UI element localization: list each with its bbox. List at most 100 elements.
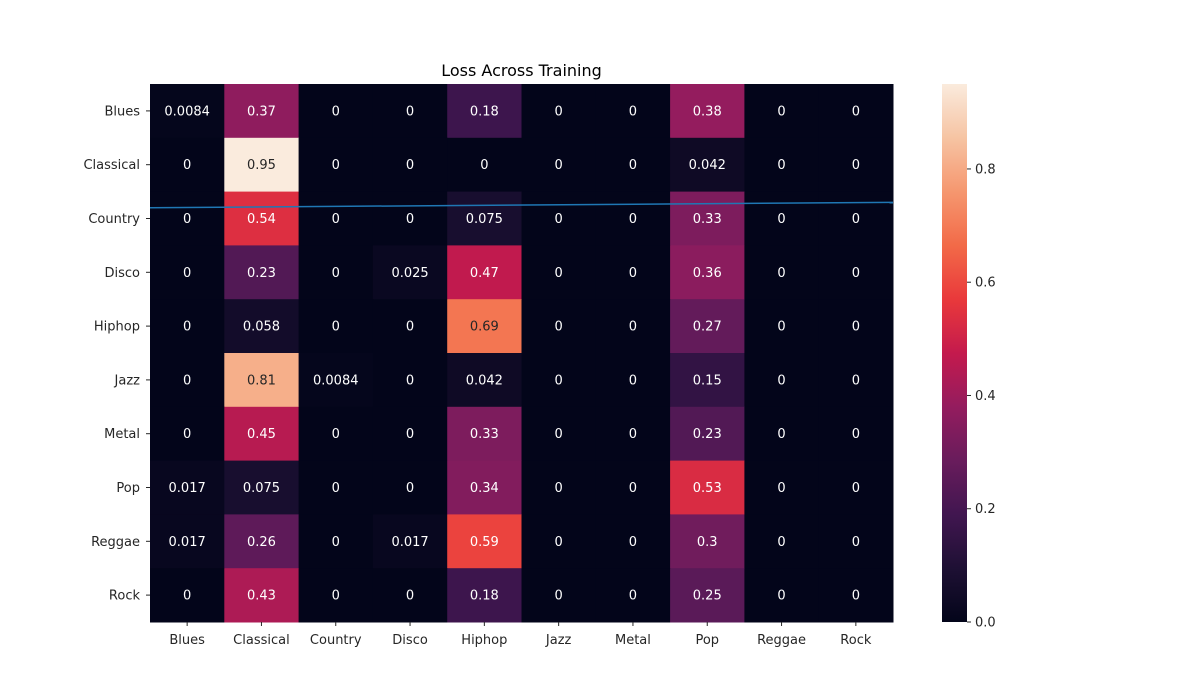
heatmap-cell-jazz-disco bbox=[372, 353, 448, 408]
heatmap-cell-classical-pop bbox=[670, 137, 745, 193]
colorbar: 0.0 0.2 0.4 0.6 0.8 bbox=[942, 84, 996, 631]
colorbar-tick-label: 0.8 bbox=[975, 162, 996, 177]
heatmap-cell-hiphop-blues bbox=[150, 299, 225, 354]
heatmap-cell-country-jazz bbox=[521, 191, 597, 246]
cell-value-label: 0.0084 bbox=[164, 104, 210, 119]
cell-value-label: 0 bbox=[332, 266, 340, 281]
x-axis-ticks: Blues Classical Country Disco Hiphop Jazz Meta… bbox=[169, 622, 872, 648]
heatmap-cell-rock-jazz bbox=[521, 568, 597, 623]
heatmap-cell-disco-classical bbox=[224, 245, 300, 300]
x-tick-label-pop: Pop bbox=[695, 633, 719, 648]
cell-value-label: 0.36 bbox=[693, 266, 722, 281]
cell-value-label: 0 bbox=[406, 320, 414, 335]
cell-value-label: 0 bbox=[629, 266, 637, 281]
heatmap-cell-hiphop-metal bbox=[595, 299, 671, 354]
cell-value-label: 0 bbox=[629, 104, 637, 119]
cell-value-label: 0.017 bbox=[391, 535, 428, 550]
cell-value-label: 0.25 bbox=[693, 589, 722, 604]
heatmap-cell-disco-hiphop bbox=[447, 245, 522, 300]
cell-value-label: 0 bbox=[629, 212, 637, 227]
cell-value-label: 0 bbox=[555, 320, 563, 335]
cell-value-label: 0 bbox=[332, 212, 340, 227]
x-tick-label-rock: Rock bbox=[840, 633, 872, 648]
heatmap-cell-classical-jazz bbox=[521, 137, 597, 193]
cell-value-label: 0.45 bbox=[247, 427, 276, 442]
cell-value-label: 0.47 bbox=[470, 266, 499, 281]
cell-value-label: 0.025 bbox=[391, 266, 428, 281]
heatmap-cell-disco-reggae bbox=[744, 245, 820, 300]
cell-value-label: 0.27 bbox=[693, 320, 722, 335]
heatmap-cell-pop-country bbox=[298, 460, 374, 515]
cell-value-label: 0 bbox=[332, 104, 340, 119]
y-tick-label-pop: Pop bbox=[116, 481, 140, 496]
heatmap-cell-pop-rock bbox=[818, 460, 894, 515]
x-tick-label-reggae: Reggae bbox=[757, 633, 806, 648]
heatmap-cell-metal-reggae bbox=[744, 406, 820, 462]
heatmap-cell-reggae-rock bbox=[818, 514, 894, 569]
heatmap-cell-metal-blues bbox=[150, 406, 225, 462]
heatmap-cell-country-classical bbox=[224, 191, 300, 246]
heatmap-cell-jazz-jazz bbox=[521, 353, 597, 408]
x-tick-label-classical: Classical bbox=[233, 633, 290, 648]
cell-value-label: 0.18 bbox=[470, 104, 499, 119]
cell-value-label: 0 bbox=[332, 320, 340, 335]
heatmap-cell-pop-blues bbox=[150, 460, 225, 515]
heatmap-cell-blues-hiphop bbox=[447, 84, 522, 139]
cell-value-label: 0.18 bbox=[470, 589, 499, 604]
heatmap-cell-country-metal bbox=[595, 191, 671, 246]
heatmap-cell-jazz-metal bbox=[595, 353, 671, 408]
heatmap-cell-hiphop-rock bbox=[818, 299, 894, 354]
cell-value-label: 0 bbox=[555, 158, 563, 173]
cell-value-label: 0 bbox=[332, 427, 340, 442]
heatmap-cell-reggae-reggae bbox=[744, 514, 820, 569]
cell-value-label: 0 bbox=[555, 212, 563, 227]
cell-value-label: 0 bbox=[183, 158, 191, 173]
heatmap-cell-metal-rock bbox=[818, 406, 894, 462]
cell-value-label: 0.058 bbox=[243, 320, 280, 335]
cell-value-label: 0 bbox=[852, 104, 860, 119]
cell-value-label: 0 bbox=[852, 212, 860, 227]
cell-value-label: 0 bbox=[183, 320, 191, 335]
cell-value-label: 0.017 bbox=[169, 535, 206, 550]
heatmap-cell-hiphop-hiphop bbox=[447, 299, 522, 354]
heatmap-cell-hiphop-country bbox=[298, 299, 374, 354]
heatmap-cell-hiphop-pop bbox=[670, 299, 745, 354]
heatmap-cell-country-rock bbox=[818, 191, 894, 246]
heatmap-cell-pop-hiphop bbox=[447, 460, 522, 515]
overlay-line bbox=[149, 201, 894, 209]
cell-value-label: 0.69 bbox=[470, 320, 499, 335]
heatmap-cell-reggae-classical bbox=[224, 514, 300, 569]
cell-value-label: 0 bbox=[852, 427, 860, 442]
heatmap-cell-disco-jazz bbox=[521, 245, 597, 300]
heatmap-cell-rock-pop bbox=[670, 568, 745, 623]
heatmap-cell-disco-blues bbox=[150, 245, 225, 300]
cell-value-label: 0.075 bbox=[466, 212, 503, 227]
heatmap-cell-blues-country bbox=[298, 84, 374, 139]
cell-value-label: 0 bbox=[777, 266, 785, 281]
heatmap-cell-rock-disco bbox=[372, 568, 448, 623]
cell-value-label: 0.23 bbox=[247, 266, 276, 281]
heatmap-cell-jazz-blues bbox=[150, 353, 225, 408]
cell-value-label: 0 bbox=[183, 212, 191, 227]
heatmap-cell-classical-metal bbox=[595, 137, 671, 193]
cell-value-label: 0.26 bbox=[247, 535, 276, 550]
heatmap-cell-rock-blues bbox=[150, 568, 225, 623]
heatmap-cell-reggae-country bbox=[298, 514, 374, 569]
heatmap-cell-metal-disco bbox=[372, 406, 448, 462]
heatmap-cell-labels: 0.0084 0.37 0 0 0.18 0 0 0.38 0 0 0 0.95 0 0 0 0 0 0.042 0… bbox=[164, 104, 860, 603]
cell-value-label: 0 bbox=[777, 481, 785, 496]
heatmap-cell-disco-country bbox=[298, 245, 374, 300]
heatmap-cell-reggae-jazz bbox=[521, 514, 597, 569]
cell-value-label: 0 bbox=[555, 589, 563, 604]
heatmap-cell-rock-metal bbox=[595, 568, 671, 623]
cell-value-label: 0 bbox=[183, 266, 191, 281]
heatmap-cell-pop-disco bbox=[372, 460, 448, 515]
heatmap-cell-metal-jazz bbox=[521, 406, 597, 462]
cell-value-label: 0 bbox=[406, 589, 414, 604]
cell-value-label: 0 bbox=[777, 158, 785, 173]
heatmap-cell-blues-metal bbox=[595, 84, 671, 139]
heatmap-cell-rock-hiphop bbox=[447, 568, 522, 623]
y-tick-label-reggae: Reggae bbox=[91, 535, 140, 550]
heatmap-cell-reggae-pop bbox=[670, 514, 745, 569]
x-tick-label-metal: Metal bbox=[615, 633, 651, 648]
